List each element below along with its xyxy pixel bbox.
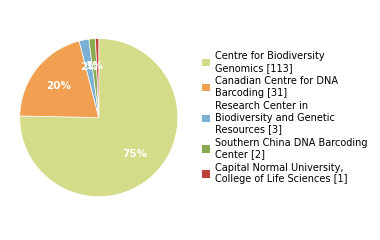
Legend: Centre for Biodiversity
Genomics [113], Canadian Centre for DNA
Barcoding [31], : Centre for Biodiversity Genomics [113], … <box>203 51 367 184</box>
Wedge shape <box>20 39 178 197</box>
Wedge shape <box>20 41 99 118</box>
Wedge shape <box>79 39 99 118</box>
Text: 20%: 20% <box>46 81 71 91</box>
Text: 75%: 75% <box>122 149 147 159</box>
Wedge shape <box>95 39 99 118</box>
Wedge shape <box>89 39 99 118</box>
Text: 1%: 1% <box>86 61 103 72</box>
Text: 2%: 2% <box>80 62 98 72</box>
